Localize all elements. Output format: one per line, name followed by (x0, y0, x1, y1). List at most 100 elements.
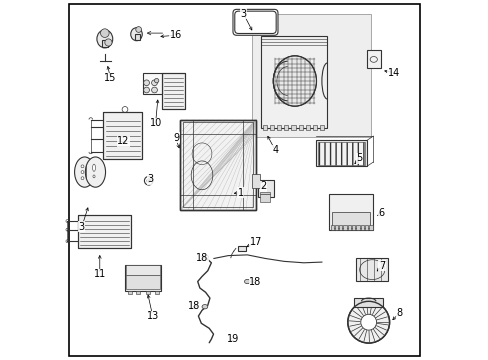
Text: 12: 12 (117, 136, 129, 146)
Text: 18: 18 (196, 253, 208, 263)
Ellipse shape (347, 301, 389, 343)
Bar (78, 215, 131, 248)
Bar (135, 34, 140, 40)
Bar (284, 125, 288, 130)
Bar (316, 140, 366, 166)
Bar (330, 225, 333, 230)
Text: 9: 9 (173, 132, 179, 143)
Text: 6: 6 (377, 208, 384, 218)
Bar (142, 73, 162, 94)
Bar (354, 298, 382, 307)
Text: 17: 17 (249, 237, 262, 247)
Bar (334, 225, 337, 230)
Ellipse shape (154, 78, 159, 83)
Bar (347, 225, 350, 230)
Ellipse shape (101, 29, 109, 37)
Bar (125, 265, 161, 291)
Bar (238, 246, 245, 251)
Text: 10: 10 (149, 118, 162, 128)
Ellipse shape (144, 176, 153, 185)
Bar (126, 275, 159, 289)
FancyBboxPatch shape (234, 11, 276, 33)
Bar (305, 125, 309, 130)
Ellipse shape (146, 179, 150, 183)
Ellipse shape (151, 87, 157, 93)
Bar (351, 225, 355, 230)
Text: 3: 3 (79, 222, 85, 232)
Bar (331, 212, 370, 228)
Bar (329, 194, 372, 230)
Text: 5: 5 (356, 153, 362, 163)
Bar (291, 125, 295, 130)
Bar (258, 180, 273, 197)
Bar (317, 142, 365, 165)
Bar (145, 291, 150, 294)
Text: 18: 18 (249, 276, 261, 287)
Bar (78, 215, 131, 248)
Text: 11: 11 (94, 269, 106, 279)
Bar (162, 73, 184, 109)
Ellipse shape (143, 80, 149, 86)
Text: 7: 7 (378, 261, 385, 271)
Text: 1: 1 (237, 188, 244, 198)
Ellipse shape (92, 164, 95, 171)
Bar (262, 125, 266, 130)
Bar (339, 225, 342, 230)
Ellipse shape (244, 279, 250, 284)
Ellipse shape (202, 305, 207, 309)
Bar (343, 225, 346, 230)
Bar (162, 73, 184, 109)
Ellipse shape (143, 87, 149, 93)
Ellipse shape (81, 171, 84, 174)
Bar (154, 291, 159, 294)
Bar (368, 225, 372, 230)
Text: 18: 18 (187, 301, 200, 311)
Bar (259, 192, 270, 194)
Bar (252, 174, 259, 188)
Ellipse shape (203, 255, 208, 259)
Text: 4: 4 (272, 145, 278, 156)
Bar (180, 120, 256, 210)
Bar (366, 50, 380, 68)
Bar (360, 225, 363, 230)
Ellipse shape (273, 56, 316, 106)
Text: 19: 19 (226, 334, 239, 344)
Text: 3: 3 (147, 174, 153, 184)
Bar (356, 225, 359, 230)
Text: 13: 13 (146, 311, 159, 321)
Text: 16: 16 (170, 30, 182, 40)
Bar (183, 122, 253, 207)
Ellipse shape (360, 314, 376, 330)
Text: 3: 3 (240, 9, 246, 19)
Ellipse shape (93, 175, 95, 178)
Bar (180, 120, 256, 210)
Ellipse shape (81, 165, 84, 168)
Ellipse shape (75, 157, 95, 187)
Text: 2: 2 (260, 181, 266, 192)
Text: 14: 14 (387, 68, 399, 78)
Ellipse shape (130, 28, 142, 41)
Text: 15: 15 (104, 73, 117, 84)
Bar (276, 125, 281, 130)
Bar (365, 225, 367, 230)
Ellipse shape (97, 30, 113, 48)
Ellipse shape (104, 39, 112, 46)
Bar (127, 291, 132, 294)
Bar (260, 36, 326, 128)
Bar (126, 265, 159, 275)
Ellipse shape (85, 157, 105, 187)
Bar (251, 14, 370, 137)
Bar (102, 40, 108, 47)
Bar (312, 125, 317, 130)
Text: 8: 8 (395, 308, 402, 318)
FancyBboxPatch shape (232, 9, 277, 35)
Ellipse shape (151, 80, 157, 86)
Bar (103, 112, 142, 159)
Bar (103, 112, 142, 159)
Bar (260, 194, 269, 202)
Ellipse shape (136, 27, 141, 32)
Ellipse shape (81, 177, 84, 180)
Ellipse shape (122, 107, 127, 112)
Bar (136, 291, 140, 294)
Bar (320, 125, 324, 130)
